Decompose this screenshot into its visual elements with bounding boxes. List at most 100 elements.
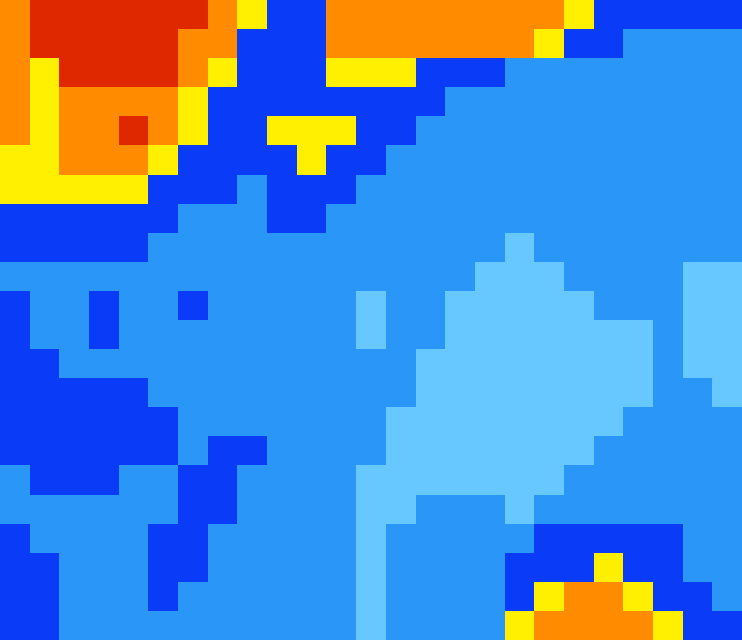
heatmap-cell <box>297 320 327 350</box>
heatmap-cell <box>208 29 238 59</box>
heatmap-cell <box>505 58 535 88</box>
heatmap-cell <box>267 582 297 612</box>
heatmap-cell <box>416 87 446 117</box>
heatmap-cell <box>445 320 475 350</box>
heatmap-cell <box>208 175 238 205</box>
heatmap-cell <box>505 611 535 640</box>
heatmap-cell <box>623 349 653 379</box>
heatmap-cell <box>475 495 505 525</box>
heatmap-cell <box>119 87 149 117</box>
heatmap-cell <box>416 58 446 88</box>
heatmap-cell <box>237 436 267 466</box>
heatmap-cell <box>623 233 653 263</box>
heatmap-cell <box>445 58 475 88</box>
heatmap-cell <box>59 87 89 117</box>
heatmap-cell <box>683 262 713 292</box>
heatmap-cell <box>59 611 89 640</box>
heatmap-cell <box>683 436 713 466</box>
heatmap-cell <box>178 0 208 30</box>
heatmap-cell <box>564 87 594 117</box>
heatmap-cell <box>89 29 119 59</box>
heatmap-cell <box>653 465 683 495</box>
heatmap-cell <box>653 0 683 30</box>
heatmap-cell <box>178 145 208 175</box>
heatmap-cell <box>683 175 713 205</box>
heatmap-cell <box>564 465 594 495</box>
heatmap-cell <box>505 320 535 350</box>
heatmap-cell <box>59 407 89 437</box>
heatmap-cell <box>623 553 653 583</box>
heatmap-cell <box>683 58 713 88</box>
heatmap-cell <box>178 320 208 350</box>
heatmap-cell <box>564 436 594 466</box>
heatmap-cell <box>178 611 208 640</box>
heatmap-cell <box>237 233 267 263</box>
heatmap-cell <box>712 524 742 554</box>
heatmap-cell <box>0 407 30 437</box>
heatmap-cell <box>178 116 208 146</box>
heatmap-cell <box>297 87 327 117</box>
heatmap-cell <box>267 320 297 350</box>
heatmap-cell <box>416 349 446 379</box>
heatmap-cell <box>326 29 356 59</box>
heatmap-cell <box>534 524 564 554</box>
heatmap-cell <box>30 407 60 437</box>
heatmap-cell <box>445 378 475 408</box>
heatmap-cell <box>445 582 475 612</box>
heatmap-cell <box>208 495 238 525</box>
heatmap-cell <box>356 29 386 59</box>
heatmap-cell <box>712 58 742 88</box>
heatmap-cell <box>356 407 386 437</box>
heatmap-cell <box>30 436 60 466</box>
heatmap-cell <box>30 465 60 495</box>
heatmap-cell <box>30 29 60 59</box>
heatmap-cell <box>267 116 297 146</box>
heatmap-cell <box>267 611 297 640</box>
heatmap-cell <box>148 582 178 612</box>
heatmap-cell <box>356 262 386 292</box>
heatmap-cell <box>237 495 267 525</box>
heatmap-cell <box>59 204 89 234</box>
heatmap-cell <box>208 582 238 612</box>
heatmap-cell <box>564 145 594 175</box>
heatmap-cell <box>237 465 267 495</box>
heatmap-cell <box>297 582 327 612</box>
heatmap-cell <box>475 87 505 117</box>
heatmap-cell <box>653 378 683 408</box>
heatmap-cell <box>0 0 30 30</box>
heatmap-cell <box>564 204 594 234</box>
heatmap-cell <box>534 553 564 583</box>
heatmap-cell <box>475 349 505 379</box>
heatmap-cell <box>534 58 564 88</box>
heatmap-cell <box>445 233 475 263</box>
heatmap-cell <box>297 436 327 466</box>
heatmap-cell <box>386 553 416 583</box>
heatmap-cell <box>653 204 683 234</box>
heatmap-cell <box>505 378 535 408</box>
heatmap-cell <box>445 116 475 146</box>
heatmap-cell <box>416 611 446 640</box>
heatmap-cell <box>119 553 149 583</box>
heatmap-cell <box>59 58 89 88</box>
heatmap-cell <box>297 58 327 88</box>
heatmap-cell <box>416 495 446 525</box>
heatmap-cell <box>386 233 416 263</box>
heatmap-cell <box>564 175 594 205</box>
heatmap-cell <box>326 175 356 205</box>
heatmap-cell <box>623 378 653 408</box>
heatmap-cell <box>237 29 267 59</box>
heatmap-cell <box>0 465 30 495</box>
heatmap-cell <box>178 524 208 554</box>
heatmap-cell <box>653 233 683 263</box>
heatmap-cell <box>178 495 208 525</box>
heatmap-cell <box>178 465 208 495</box>
heatmap-cell <box>623 320 653 350</box>
heatmap-cell <box>356 233 386 263</box>
heatmap-cell <box>237 407 267 437</box>
heatmap-cell <box>237 145 267 175</box>
heatmap-cell <box>505 0 535 30</box>
heatmap-cell <box>623 524 653 554</box>
heatmap-cell <box>59 495 89 525</box>
heatmap-cell <box>148 87 178 117</box>
heatmap-cell <box>416 116 446 146</box>
